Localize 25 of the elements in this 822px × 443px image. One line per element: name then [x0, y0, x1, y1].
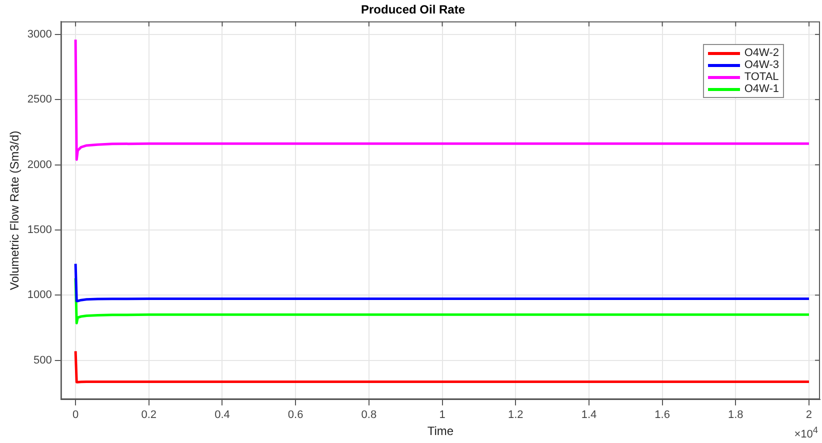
x-tick-label: 1.2 — [508, 409, 524, 422]
legend-label: TOTAL — [744, 71, 779, 83]
y-tick-label: 1000 — [27, 289, 52, 302]
x-tick-label: 1.6 — [654, 409, 670, 422]
y-tick-label: 1500 — [27, 224, 52, 236]
legend-label: O4W-2 — [744, 47, 779, 59]
y-tick-label: 500 — [34, 354, 52, 366]
x-tick-label: 0.4 — [214, 409, 230, 422]
x-tick-label: 0.2 — [141, 409, 157, 422]
chart-title: Produced Oil Rate — [360, 2, 466, 17]
x-tick-label: 0.8 — [361, 409, 377, 422]
x-tick-label: 2 — [806, 409, 812, 422]
x-axis-title: Time — [427, 424, 454, 438]
y-axis-title: Volumetric Flow Rate (Sm3/d) — [8, 130, 22, 290]
y-tick-label: 2500 — [27, 94, 52, 106]
y-tick-label: 2000 — [27, 158, 52, 171]
x-tick-label: 0 — [72, 409, 79, 422]
x-tick-label: 1.8 — [728, 409, 744, 422]
text: ×10$^{4}$ — [794, 425, 818, 441]
x-tick-label: 1 — [439, 409, 446, 422]
x-tick-label: 1.4 — [581, 409, 597, 422]
y-tick-label: 3000 — [27, 28, 52, 40]
legend-label: O4W-1 — [744, 83, 779, 95]
legend-label: O4W-3 — [744, 59, 779, 71]
x-tick-label: 0.6 — [288, 409, 304, 422]
